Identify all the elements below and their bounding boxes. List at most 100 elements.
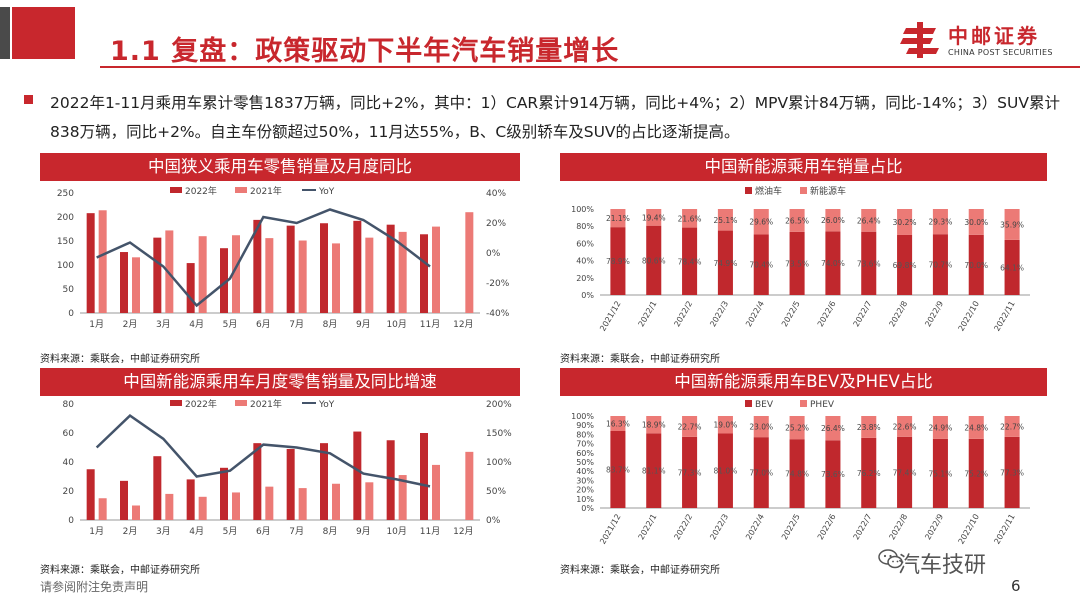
company-logo: 中邮证券 CHINA POST SECURITIES [900,20,1070,65]
chart-title: 中国新能源乘用车BEV及PHEV占比 [560,368,1047,396]
logo-chinese-name: 中邮证券 [948,24,1040,48]
x-tick-label: 2022/4 [744,513,766,542]
data-label-bottom: 76.2% [857,469,881,478]
bar-2022 [153,237,162,313]
data-label-bottom: 75.1% [929,469,953,478]
bar-2021 [398,231,407,313]
bar-2022 [386,224,395,313]
bar-top-segment [610,416,626,431]
y-tick-label: 250 [57,189,74,199]
bar-2022 [353,431,362,520]
y-tick-label: 50 [63,285,75,295]
page-number: 6 [1011,577,1021,595]
legend-label-2021: 2021年 [250,398,282,410]
y-tick-label: 40% [576,257,594,266]
bar-2022 [353,220,362,313]
bar-2022 [286,448,295,520]
y-tick-label: 70% [576,440,594,449]
y-tick-label: 0% [581,291,594,300]
x-tick-label: 2021/12 [598,513,622,546]
data-label-top: 29.6% [749,218,773,227]
y-tick-label: 100% [571,205,594,214]
bar-top-segment [682,416,698,437]
x-tick-label: 9月 [356,319,371,330]
x-tick-label: 7月 [289,526,304,537]
data-label-bottom: 77.4% [893,468,917,477]
legend-label-2022: 2022年 [185,185,217,197]
bar-2022 [220,467,228,520]
bar-bottom-segment [610,430,626,508]
bar-bottom-segment [682,227,698,295]
bar-2021 [198,496,207,520]
data-label-bottom: 70.4% [749,261,773,270]
legend-label-bottom: 燃油车 [755,185,782,197]
data-label-bottom: 81.0% [714,467,738,476]
data-label-bottom: 80.6% [642,256,666,265]
x-tick-label: 2022/5 [780,300,802,329]
yoy-line [95,413,431,488]
y-tick-label: 50% [576,458,594,467]
y-tick-label: 100% [571,412,594,421]
bar-top-segment [861,209,877,232]
data-label-top: 29.3% [929,218,953,227]
bar-2022 [420,234,428,313]
y2-tick-label: 150% [486,429,512,439]
data-label-top: 35.9% [1000,220,1024,229]
bar-bottom-segment [610,227,626,295]
bar-top-segment [825,209,841,232]
y2-tick-label: 50% [486,487,506,497]
x-tick-label: 2022/6 [816,300,838,329]
x-tick-label: 4月 [189,319,204,330]
y-tick-label: 60 [63,429,75,439]
bar-bottom-segment [932,234,948,295]
legend-label-bottom: BEV [755,400,774,410]
y-tick-label: 0 [68,516,74,526]
chart-retail-sales: 中国狭义乘用车零售销量及月度同比 2022年 2021年 YoY 0 50 100 150 2… [40,153,520,363]
data-label-bottom: 83.7% [606,465,630,474]
data-label-bottom: 81.1% [642,467,666,476]
y2-tick-label: 100% [486,458,512,468]
source-note-1: 资料来源：乘联会，中邮证券研究所 [40,354,200,365]
x-tick-label: 10月 [386,319,406,330]
y2-tick-label: -20% [486,279,510,289]
bar-top-segment [753,209,769,235]
data-label-top: 21.6% [678,214,702,223]
legend-swatch-2021 [235,187,247,193]
data-label-bottom: 77.0% [749,469,773,478]
data-label-top: 25.2% [785,424,809,433]
data-label-bottom: 78.4% [678,257,702,266]
data-label-bottom: 74.9% [714,259,738,268]
y2-tick-label: -40% [486,309,510,319]
x-tick-label: 2021/12 [598,300,622,333]
bar-2021 [98,210,107,313]
bar-2022 [320,443,328,520]
legend-label-yoy: YoY [318,400,335,410]
data-label-bottom: 77.3% [1000,468,1024,477]
y-tick-label: 40 [63,458,75,468]
bar-top-segment [753,416,769,438]
data-label-bottom: 74.8% [785,470,809,479]
legend-label-top: 新能源车 [810,185,846,197]
x-tick-label: 2022/3 [708,300,730,329]
x-tick-label: 2月 [123,526,138,537]
bar-top-segment [682,209,698,228]
data-label-top: 25.1% [714,216,738,225]
bar-2022 [220,248,228,313]
x-tick-label: 7月 [289,319,304,330]
bar-2022 [186,479,195,520]
data-label-bottom: 74.0% [821,259,845,268]
x-tick-label: 1月 [89,526,104,537]
bar-2022 [86,469,95,520]
bar-bottom-segment [897,436,913,508]
y-tick-label: 80% [576,222,594,231]
y-tick-label: 20 [63,487,75,497]
x-tick-label: 5月 [223,526,238,537]
bar-top-segment [932,209,948,235]
legend-label-2022: 2022年 [185,398,217,410]
data-label-top: 26.0% [821,216,845,225]
y-tick-label: 100 [57,261,74,271]
x-tick-label: 2022/8 [887,513,909,542]
chart-nev-monthly: 中国新能源乘用车月度零售销量及同比增速 2022年 2021年 YoY 0 20 40 60… [40,368,520,568]
data-label-bottom: 78.9% [606,257,630,266]
x-tick-label: 3月 [156,319,171,330]
